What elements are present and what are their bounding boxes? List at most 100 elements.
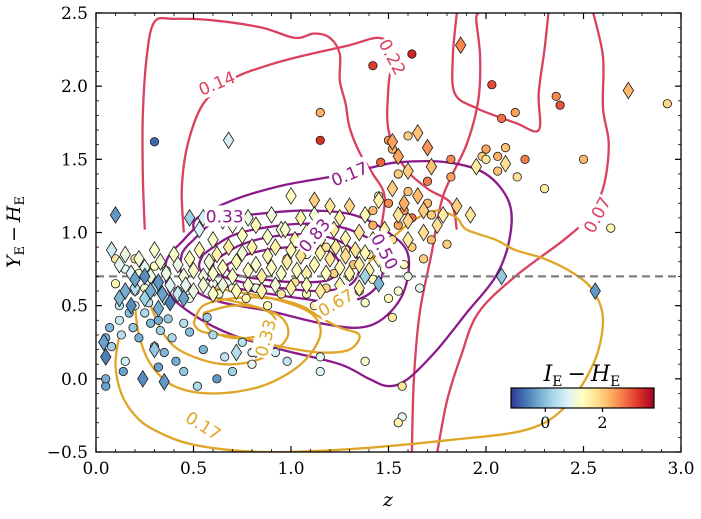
diamond-point (164, 276, 176, 295)
circle-point (179, 318, 189, 328)
x-tick-label: 0.0 (82, 459, 109, 479)
y-tick-label: 1.0 (61, 224, 88, 244)
diamond-point (343, 197, 356, 216)
diamond-point (217, 258, 229, 277)
diamond-point (172, 255, 184, 274)
diamond-point (269, 238, 282, 257)
diamond-point (154, 252, 167, 271)
circle-point (376, 157, 386, 167)
diamond-point (359, 244, 371, 262)
circle-point (368, 220, 378, 230)
diamond-point (373, 191, 385, 210)
diamond-point (308, 255, 321, 274)
diamond-point (109, 205, 122, 224)
circle-point (140, 308, 150, 318)
x-tick-label: 1.5 (375, 459, 402, 479)
circle-point (512, 172, 522, 182)
diamond-point (359, 205, 371, 224)
diamond-point (320, 264, 332, 283)
colorbar-bar (510, 387, 655, 409)
diamond-point (129, 270, 141, 289)
contour-crimson-4 (180, 36, 458, 233)
circle-point (171, 356, 181, 366)
circle-point (481, 154, 491, 164)
circle-point (315, 135, 325, 145)
circle-point (360, 356, 370, 366)
diamond-point (105, 241, 118, 260)
circle-point (487, 80, 497, 90)
diamond-point (160, 264, 172, 283)
diamond-point (339, 246, 352, 265)
colorbar-tick-label: 2 (597, 413, 607, 432)
y-label-minus: − (3, 226, 25, 242)
diamond-point (125, 296, 137, 315)
diamond-point (324, 197, 336, 216)
x-tick-label: 2.5 (570, 459, 597, 479)
y-tick-label: 0.5 (61, 297, 88, 317)
circle-point (159, 347, 169, 358)
diamond-point (402, 162, 414, 180)
diamond-point (402, 230, 414, 249)
diamond-point (236, 244, 248, 262)
contour-labels-layer: 0.140.220.070.170.330.500.830.670.330.17 (181, 34, 616, 445)
circle-point (442, 239, 452, 249)
contour-label-group: 0.33 (249, 315, 281, 360)
contour-label-bg (204, 205, 245, 227)
diamond-point (211, 245, 223, 264)
circle-point (403, 131, 413, 141)
diamond-point (285, 241, 297, 260)
circle-point (227, 366, 238, 377)
y-tick-label: 0.0 (61, 370, 88, 390)
diamond-point (207, 230, 219, 249)
diamond-point (295, 208, 307, 227)
contour-label-group: 0.33 (204, 205, 245, 227)
diamond-point (187, 282, 200, 300)
diamond-point (100, 347, 112, 366)
contour-label: 0.33 (206, 207, 244, 227)
circle-point (212, 374, 222, 384)
circle-point (393, 418, 403, 428)
diamond-point (137, 369, 149, 388)
diamond-point (207, 285, 219, 303)
circle-point (662, 99, 672, 109)
diamond-point (470, 157, 482, 176)
diamond-point (222, 238, 235, 257)
circle-point (185, 327, 195, 337)
diamond-point (454, 36, 467, 55)
diamond-point (589, 282, 601, 300)
diamond-point (412, 186, 424, 205)
diamond-point (113, 289, 126, 308)
y-label-sub2: E (13, 196, 28, 206)
circle-point (146, 318, 156, 328)
diamond-point (386, 132, 399, 151)
circle-point (179, 366, 189, 377)
diamond-point (353, 223, 365, 242)
circle-point (422, 176, 433, 186)
diamond-point (495, 267, 508, 286)
circle-point (407, 49, 417, 59)
diamond-point (421, 138, 434, 157)
diamond-point (250, 216, 262, 235)
diamond-point (197, 276, 209, 295)
diamond-point (300, 276, 313, 295)
colorbar-title: IE − HE (543, 362, 621, 390)
diamond-point (230, 282, 243, 300)
diamond-point (183, 208, 196, 227)
circle-point (315, 352, 325, 362)
circle-point (315, 107, 325, 118)
circle-point (237, 337, 247, 347)
diamond-point (285, 186, 297, 205)
diamond-point (417, 223, 430, 242)
x-tick-label: 3.0 (667, 459, 694, 479)
x-axis-label: z (382, 489, 394, 511)
circle-point (198, 344, 208, 355)
diamond-point (499, 154, 512, 173)
circle-point (539, 184, 550, 194)
diamond-point (359, 267, 371, 286)
circle-point (426, 210, 436, 220)
diamond-point (261, 227, 274, 246)
diamond-point (119, 245, 131, 264)
circle-point (118, 366, 128, 377)
circle-point (403, 186, 413, 197)
diamond-point (156, 285, 168, 303)
